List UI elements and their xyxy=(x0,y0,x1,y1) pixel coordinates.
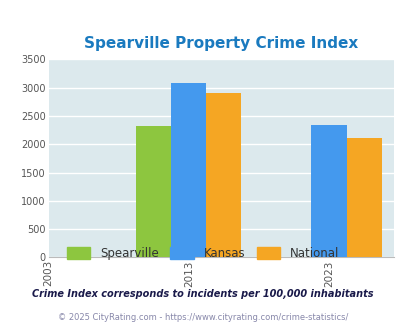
Legend: Spearville, Kansas, National: Spearville, Kansas, National xyxy=(62,242,343,265)
Bar xyxy=(136,126,171,257)
Title: Spearville Property Crime Index: Spearville Property Crime Index xyxy=(84,36,358,51)
Bar xyxy=(171,83,206,257)
Text: Crime Index corresponds to incidents per 100,000 inhabitants: Crime Index corresponds to incidents per… xyxy=(32,289,373,299)
Bar xyxy=(346,138,381,257)
Bar xyxy=(311,125,346,257)
Text: © 2025 CityRating.com - https://www.cityrating.com/crime-statistics/: © 2025 CityRating.com - https://www.city… xyxy=(58,313,347,322)
Bar xyxy=(206,93,241,257)
